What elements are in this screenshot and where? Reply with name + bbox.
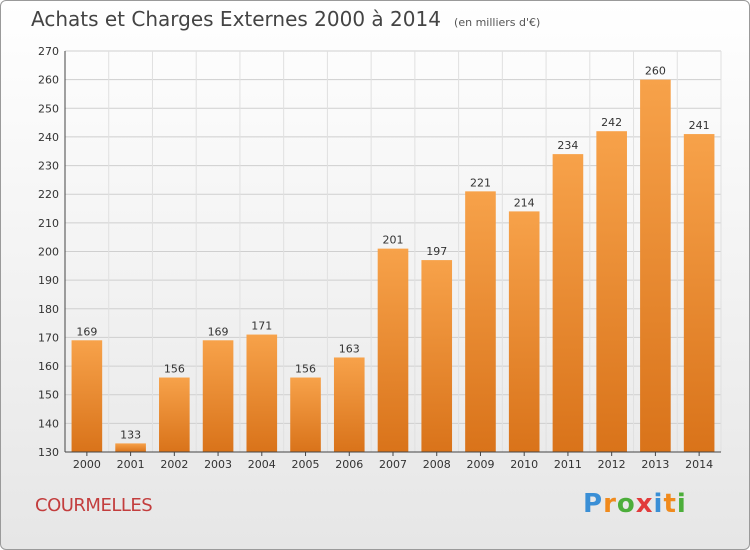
x-tick-label: 2008	[423, 458, 451, 471]
y-tick-label: 170	[38, 331, 59, 344]
bar	[246, 334, 278, 452]
x-tick-label: 2014	[685, 458, 713, 471]
y-tick-label: 270	[38, 45, 59, 58]
chart-unit: (en milliers d'€)	[454, 16, 541, 29]
y-tick-label: 220	[38, 188, 59, 201]
bar-value-label: 241	[689, 119, 710, 132]
y-tick-label: 190	[38, 274, 59, 287]
bar-value-label: 201	[383, 234, 404, 247]
x-tick-label: 2003	[204, 458, 232, 471]
x-tick-label: 2006	[335, 458, 363, 471]
bar	[71, 340, 103, 452]
y-tick-label: 180	[38, 303, 59, 316]
x-tick-label: 2000	[73, 458, 101, 471]
bar	[115, 443, 146, 452]
bar	[202, 340, 234, 452]
logo-letter: r	[603, 489, 617, 519]
bar-value-label: 197	[426, 245, 447, 258]
bar-value-label: 171	[251, 320, 272, 333]
bar-value-label: 234	[557, 139, 578, 152]
x-tick-label: 2005	[292, 458, 320, 471]
y-tick-label: 250	[38, 102, 59, 115]
x-tick-label: 2002	[160, 458, 188, 471]
logo-letter: P	[583, 489, 604, 519]
x-tick-label: 2010	[510, 458, 538, 471]
y-tick-label: 150	[38, 389, 59, 402]
bar	[508, 211, 540, 452]
bar	[377, 248, 409, 452]
logo-letter: i	[653, 489, 664, 519]
commune-name: COURMELLES	[35, 495, 153, 516]
bar-value-label: 169	[76, 325, 97, 338]
y-tick-label: 200	[38, 246, 59, 259]
x-tick-label: 2011	[554, 458, 582, 471]
bar-value-label: 214	[514, 196, 535, 209]
bar-value-label: 156	[164, 363, 185, 376]
logo-letter: i	[676, 489, 687, 519]
bar	[290, 377, 321, 452]
proxiti-logo: Proxiti	[583, 489, 687, 519]
bar	[552, 154, 584, 452]
x-tick-label: 2009	[466, 458, 494, 471]
bar	[465, 191, 496, 452]
x-tick-label: 2007	[379, 458, 407, 471]
y-tick-label: 140	[38, 417, 59, 430]
logo-letter: t	[663, 489, 677, 519]
y-tick-label: 260	[38, 74, 59, 87]
bar	[333, 357, 365, 452]
bar	[683, 134, 715, 453]
bar-value-label: 133	[120, 428, 141, 441]
y-tick-label: 230	[38, 160, 59, 173]
bar-value-label: 221	[470, 176, 491, 189]
x-tick-label: 2012	[598, 458, 626, 471]
bar-value-label: 260	[645, 65, 666, 78]
bar-value-label: 156	[295, 363, 316, 376]
bar-value-label: 163	[339, 342, 360, 355]
logo-letter: x	[635, 489, 654, 519]
y-tick-label: 240	[38, 131, 59, 144]
y-tick-label: 160	[38, 360, 59, 373]
chart-title-block: Achats et Charges Externes 2000 à 2014 (…	[31, 7, 540, 31]
x-tick-label: 2013	[641, 458, 669, 471]
bar	[596, 131, 627, 452]
chart-title: Achats et Charges Externes 2000 à 2014	[31, 7, 441, 31]
bar	[159, 377, 190, 452]
y-tick-label: 210	[38, 217, 59, 230]
y-tick-label: 130	[38, 446, 59, 459]
bar-value-label: 169	[208, 325, 229, 338]
bar-value-label: 242	[601, 116, 622, 129]
x-tick-label: 2001	[117, 458, 145, 471]
bar	[421, 260, 453, 452]
x-tick-label: 2004	[248, 458, 276, 471]
bar	[640, 79, 671, 453]
logo-letter: o	[616, 489, 636, 519]
